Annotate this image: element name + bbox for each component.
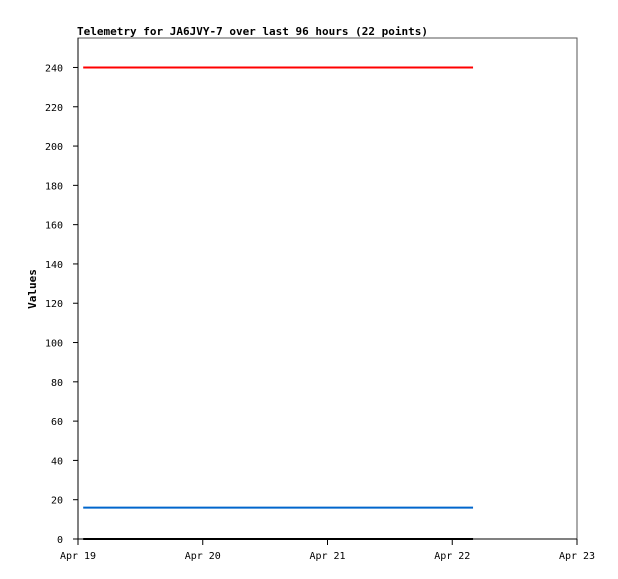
y-tick-label: 240 xyxy=(45,63,63,74)
x-tick-label: Apr 22 xyxy=(434,551,470,562)
y-tick-label: 100 xyxy=(45,339,63,350)
x-tick-label: Apr 19 xyxy=(60,551,96,562)
y-tick-label: 220 xyxy=(45,103,63,114)
y-tick-label: 0 xyxy=(57,535,63,546)
y-tick-label: 60 xyxy=(51,417,63,428)
y-tick-label: 80 xyxy=(51,378,63,389)
y-axis-label: Values xyxy=(26,269,39,309)
x-tick-label: Apr 20 xyxy=(185,551,221,562)
y-tick-label: 180 xyxy=(45,181,63,192)
chart-title: Telemetry for JA6JVY-7 over last 96 hour… xyxy=(77,25,428,38)
y-tick-label: 140 xyxy=(45,260,63,271)
x-tick-label: Apr 21 xyxy=(309,551,345,562)
y-tick-label: 40 xyxy=(51,456,63,467)
plot-frame xyxy=(77,37,578,540)
y-tick-label: 120 xyxy=(45,299,63,310)
y-tick-label: 20 xyxy=(51,496,63,507)
y-tick-label: 160 xyxy=(45,221,63,232)
x-tick-label: Apr 23 xyxy=(559,551,595,562)
y-tick-label: 200 xyxy=(45,142,63,153)
